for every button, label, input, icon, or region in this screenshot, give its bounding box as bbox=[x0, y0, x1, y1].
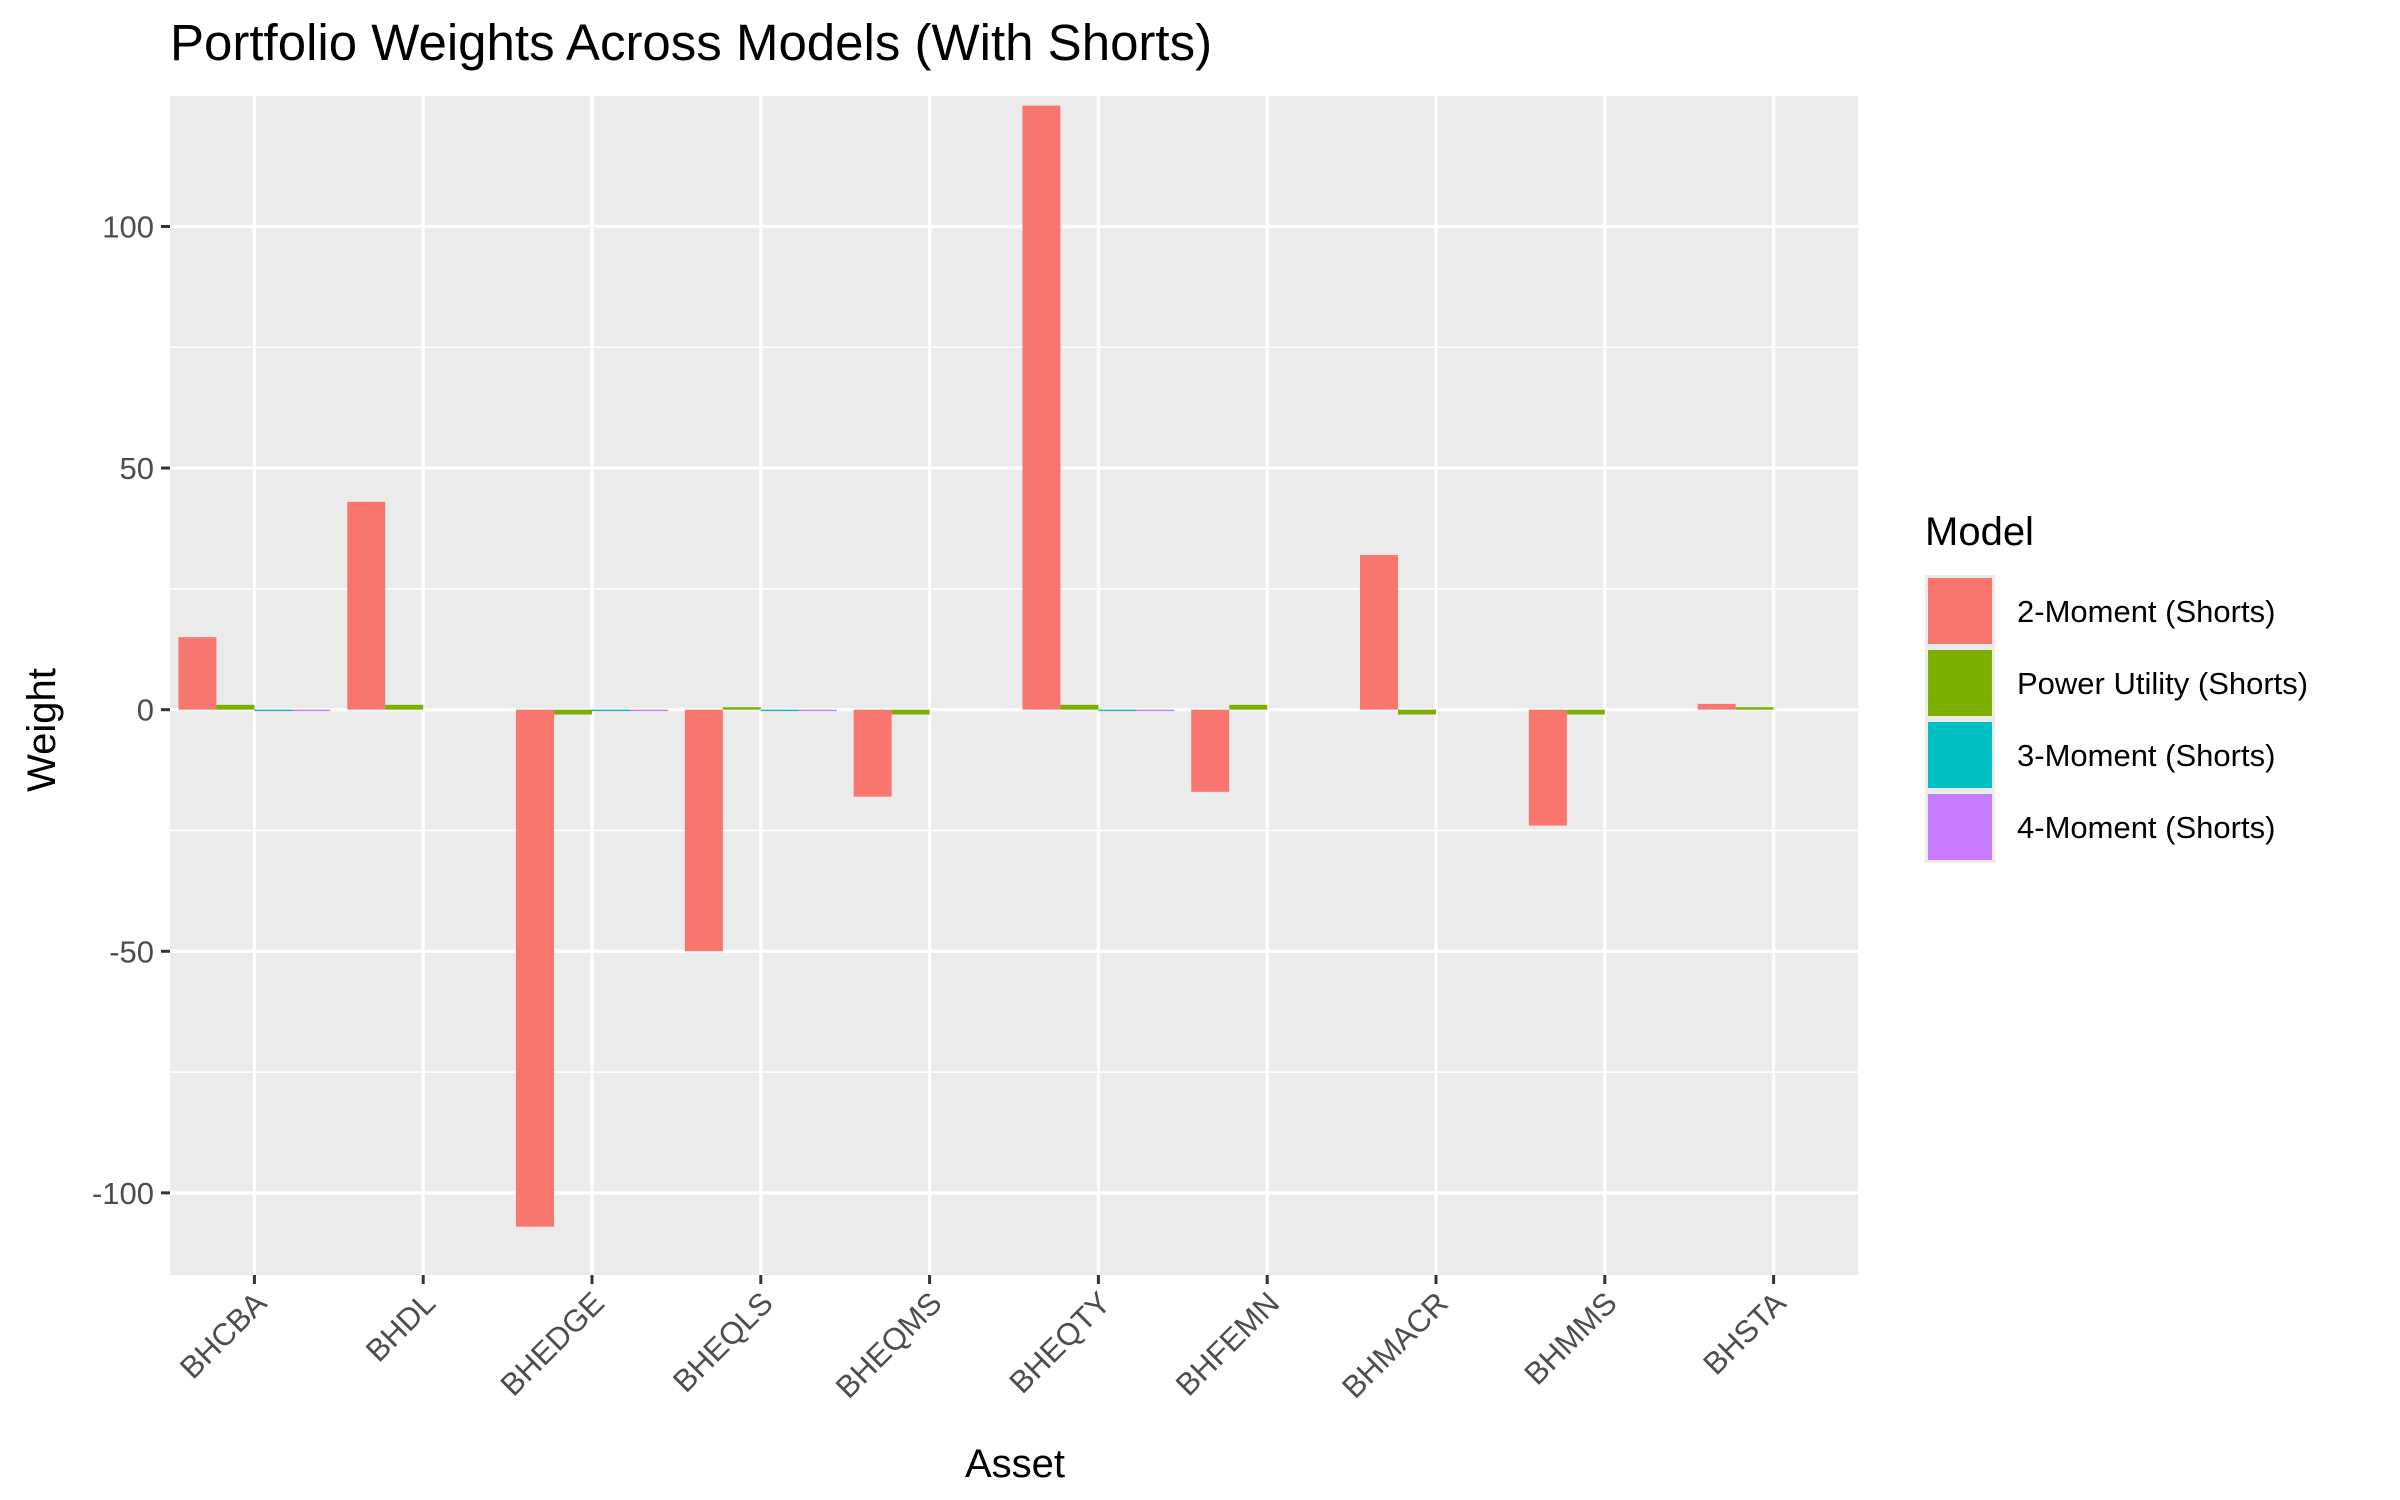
x-tick-label: BHEDGE bbox=[494, 1285, 611, 1402]
x-tick-label: BHDL bbox=[359, 1285, 442, 1368]
bar bbox=[178, 637, 217, 710]
x-tick-label: BHMACR bbox=[1335, 1285, 1455, 1405]
x-axis: BHCBA BHDL BHEDGE BHEQLS BHEQMS BHEQTY BHFEMN B… bbox=[173, 1275, 1793, 1405]
bar bbox=[1360, 555, 1399, 710]
legend-title: Model bbox=[1925, 510, 2034, 554]
y-axis-title: Weight bbox=[20, 668, 64, 792]
bar bbox=[760, 709, 799, 712]
y-tick-label: 100 bbox=[102, 209, 154, 244]
bar bbox=[684, 709, 723, 952]
x-tick-label: BHMMS bbox=[1517, 1285, 1623, 1391]
grid bbox=[170, 96, 1858, 1275]
x-tick-label: BHEQTY bbox=[1002, 1285, 1117, 1400]
bar bbox=[254, 709, 293, 712]
bar bbox=[853, 709, 892, 797]
legend-key bbox=[1928, 794, 1992, 860]
bar bbox=[1136, 709, 1175, 712]
bar bbox=[722, 707, 761, 710]
bar bbox=[347, 501, 386, 710]
y-tick-label: 0 bbox=[137, 693, 154, 728]
legend-label: 4-Moment (Shorts) bbox=[2017, 810, 2275, 845]
legend-label: 3-Moment (Shorts) bbox=[2017, 738, 2275, 773]
legend-key bbox=[1928, 578, 1992, 644]
bar bbox=[1098, 709, 1137, 712]
bar bbox=[385, 704, 424, 710]
x-tick-label: BHEQMS bbox=[829, 1285, 949, 1405]
bar bbox=[1566, 709, 1605, 715]
y-tick-label: -50 bbox=[109, 934, 154, 969]
bar bbox=[798, 709, 837, 712]
bar bbox=[554, 709, 592, 715]
plot-panel bbox=[170, 96, 1858, 1275]
y-axis: -100 -50 0 50 100 bbox=[92, 209, 170, 1211]
bar bbox=[216, 704, 255, 710]
y-tick-label: -100 bbox=[92, 1176, 154, 1211]
bar bbox=[1528, 709, 1567, 826]
legend-key bbox=[1928, 650, 1992, 716]
legend: Model 2-Moment (Shorts) Power Utility (Sh… bbox=[1925, 510, 2308, 863]
bars bbox=[178, 105, 1774, 1227]
legend-label: 2-Moment (Shorts) bbox=[2017, 594, 2275, 629]
bar bbox=[1398, 709, 1436, 715]
bar bbox=[592, 709, 630, 712]
bar bbox=[1735, 707, 1774, 710]
x-axis-title: Asset bbox=[965, 1442, 1065, 1486]
bar bbox=[1060, 704, 1099, 710]
bar bbox=[1697, 703, 1736, 710]
x-tick-label: BHCBA bbox=[173, 1285, 273, 1385]
bar bbox=[629, 709, 668, 712]
x-tick-label: BHFEMN bbox=[1169, 1285, 1286, 1402]
bar bbox=[1191, 709, 1230, 792]
chart-title: Portfolio Weights Across Models (With Sh… bbox=[170, 14, 1212, 71]
bar bbox=[292, 709, 331, 712]
legend-key bbox=[1928, 722, 1992, 788]
y-tick-label: 50 bbox=[120, 451, 154, 486]
x-tick-label: BHEQLS bbox=[666, 1285, 780, 1399]
bar bbox=[1022, 105, 1061, 710]
legend-label: Power Utility (Shorts) bbox=[2017, 666, 2308, 701]
bar bbox=[516, 709, 555, 1227]
x-tick-label: BHSTA bbox=[1696, 1285, 1792, 1381]
bar bbox=[891, 709, 930, 715]
bar bbox=[1229, 704, 1268, 710]
